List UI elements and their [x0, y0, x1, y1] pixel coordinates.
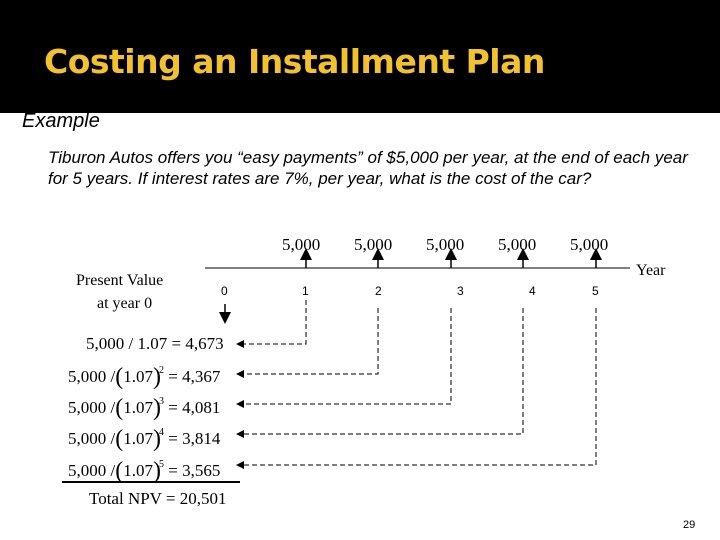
calc-divisor: 1.07: [123, 398, 153, 417]
total-label: Total NPV: [89, 489, 162, 508]
pv-label-line1: Present Value: [76, 272, 164, 289]
payment-label-4: 5,000: [498, 235, 537, 254]
slide-title: Costing an Installment Plan: [44, 42, 545, 81]
calc-exponent: 4: [158, 427, 164, 438]
calc-base: 5,000: [68, 461, 107, 480]
discount-path-1: [236, 300, 307, 348]
calc-row-2: 5,000 /(1.07)2 = 4,367: [68, 364, 221, 390]
calc-result: 3,565: [182, 461, 221, 480]
slide-subtitle: Example: [22, 110, 100, 132]
calc-exponent: 3: [158, 396, 164, 407]
payment-label-3: 5,000: [426, 235, 465, 254]
calc-exponent: 2: [158, 365, 164, 376]
discount-path-3: [236, 308, 452, 408]
year-label-3: 3: [457, 284, 464, 298]
problem-statement: Tiburon Autos offers you “easy payments”…: [48, 148, 688, 188]
year-label-0: 0: [221, 284, 228, 298]
calc-result: 4,673: [185, 334, 224, 353]
payment-label-2: 5,000: [354, 235, 393, 254]
year-label-5: 5: [592, 284, 599, 298]
calc-divisor: 1.07: [137, 334, 168, 353]
calc-result: 4,367: [182, 367, 221, 386]
calc-row-1: 5,000 / 1.07 = 4,673: [86, 334, 224, 353]
calc-divisor: 1.07: [123, 461, 153, 480]
calc-result: 3,814: [182, 429, 221, 448]
calc-result: 4,081: [182, 398, 221, 417]
title-bar: [0, 0, 720, 113]
discount-path-2: [236, 308, 379, 378]
calc-exponent: 5: [158, 459, 164, 470]
payment-arrows: [300, 248, 602, 268]
calc-divisor: 1.07: [123, 367, 153, 386]
year-label-1: 1: [302, 284, 309, 298]
calc-row-4: 5,000 /(1.07)4 = 3,814: [68, 426, 221, 452]
calc-base: 5,000: [86, 334, 125, 353]
calc-base: 5,000: [68, 398, 107, 417]
discount-paths: [236, 300, 597, 469]
total-value: 20,501: [179, 489, 227, 508]
calc-row-3: 5,000 /(1.07)3 = 4,081: [68, 395, 221, 421]
page-number: 29: [683, 519, 696, 531]
calc-divisor: 1.07: [123, 429, 153, 448]
calc-base: 5,000: [68, 367, 107, 386]
axis-label-year: Year: [636, 262, 666, 279]
payment-label-1: 5,000: [282, 235, 321, 254]
calc-row-5: 5,000 /(1.07)5 = 3,565: [68, 458, 221, 484]
total-npv: Total NPV = 20,501: [89, 489, 227, 508]
pv-label-line2: at year 0: [97, 295, 153, 312]
calc-base: 5,000: [68, 429, 107, 448]
discount-path-4: [236, 308, 524, 438]
year-label-2: 2: [375, 284, 382, 298]
discount-path-5: [236, 308, 597, 469]
year-label-4: 4: [529, 284, 536, 298]
payment-label-5: 5,000: [570, 235, 609, 254]
